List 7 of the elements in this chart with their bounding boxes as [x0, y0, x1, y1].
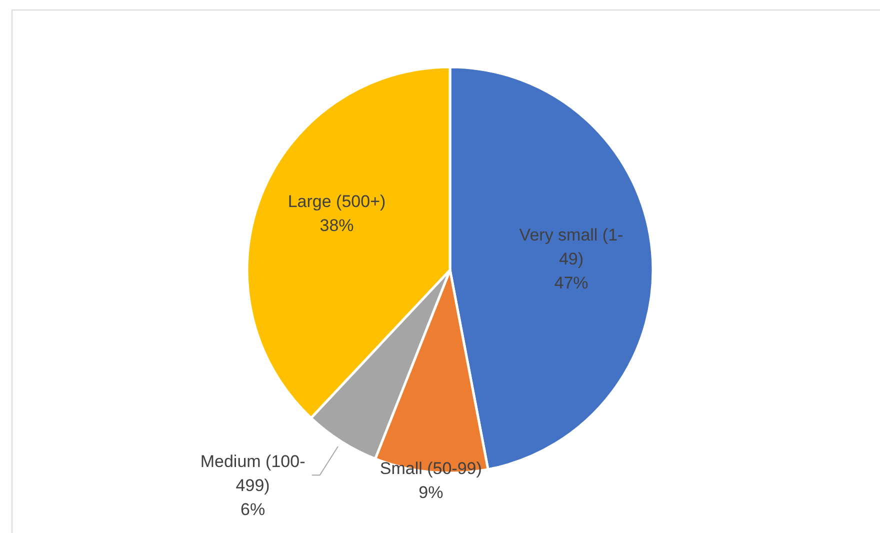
data-label: 6% [240, 500, 266, 520]
data-label: 47% [554, 274, 588, 293]
slice-label: Medium (100-499) [200, 452, 306, 496]
data-label: 38% [320, 216, 354, 236]
slice-label: Large (500+) [288, 192, 386, 212]
slice-label: Very small (1-49) [519, 226, 624, 269]
data-label: 9% [418, 483, 444, 502]
